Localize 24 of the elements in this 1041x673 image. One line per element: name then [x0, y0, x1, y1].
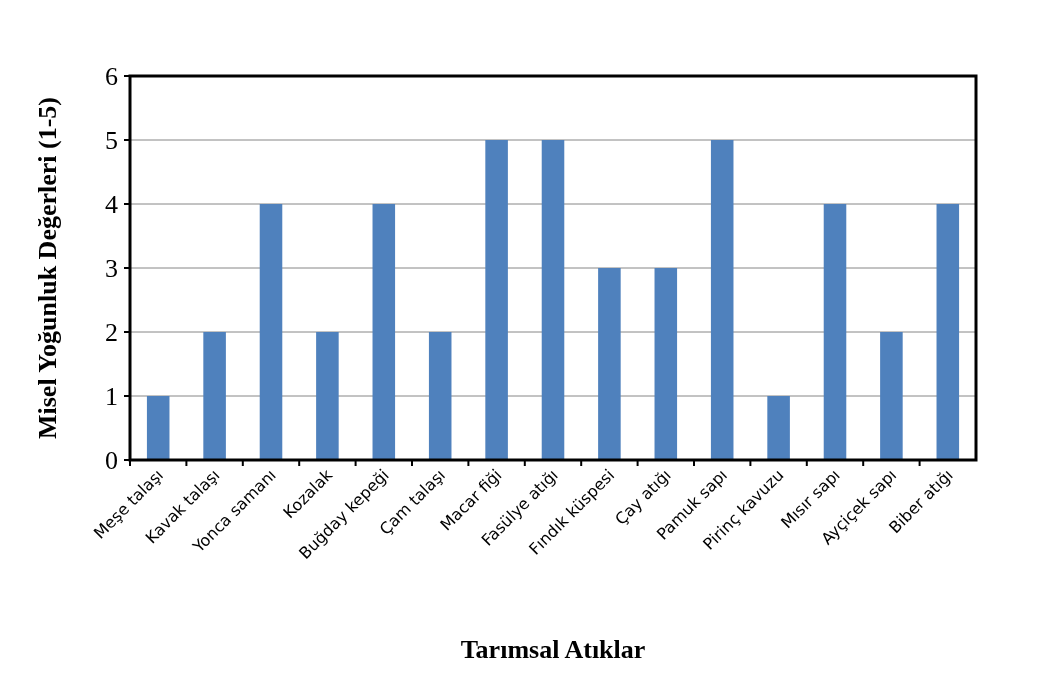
y-tick-label: 5 — [105, 126, 118, 156]
y-tick-label: 6 — [105, 62, 118, 92]
bar — [880, 332, 903, 460]
bar — [823, 204, 847, 460]
bar — [316, 332, 339, 460]
bar — [767, 396, 790, 460]
bar — [710, 140, 734, 460]
y-tick-label: 2 — [105, 318, 118, 348]
bar — [654, 268, 678, 460]
bar — [936, 204, 960, 460]
bar — [259, 204, 283, 460]
y-tick-label: 0 — [105, 446, 118, 476]
bar — [203, 332, 226, 460]
bar — [541, 140, 565, 460]
bar — [428, 332, 452, 460]
bar — [372, 204, 396, 460]
y-tick-label: 3 — [105, 254, 118, 284]
x-axis-title: Tarımsal Atıklar — [460, 635, 646, 664]
bar — [485, 140, 508, 460]
bar — [598, 268, 621, 460]
y-axis-title: Misel Yoğunluk Değerleri (1-5) — [33, 96, 62, 440]
bar — [146, 396, 170, 460]
y-tick-label: 1 — [105, 382, 118, 412]
y-tick-label: 4 — [105, 190, 118, 220]
